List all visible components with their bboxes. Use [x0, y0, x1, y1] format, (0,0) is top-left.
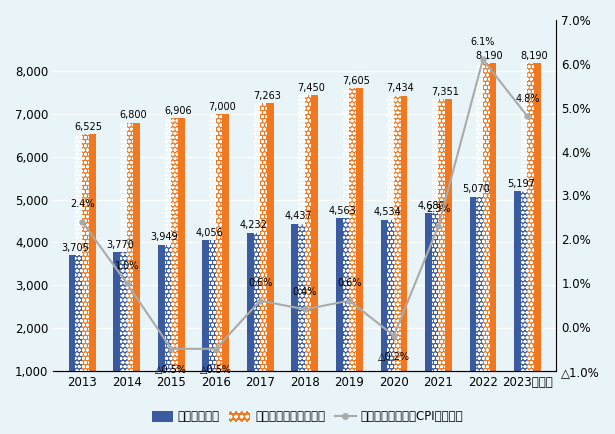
消費者物価指数（CPI、右軸） [167, 346, 175, 352]
Text: 3,770: 3,770 [106, 240, 134, 250]
Bar [521, 63, 534, 414]
消費者物価指数（CPI、右軸） [346, 298, 353, 303]
Legend: 国民の総月給, 国民の大卒者の総月給, 消費者物価指数（CPI、右軸）: 国民の総月給, 国民の大卒者の総月給, 消費者物価指数（CPI、右軸） [147, 406, 468, 428]
Text: 6,525: 6,525 [75, 122, 103, 132]
Line: 消費者物価指数（CPI、右軸）: 消費者物価指数（CPI、右軸） [80, 57, 530, 351]
Text: 6,800: 6,800 [119, 110, 147, 120]
Text: 7,351: 7,351 [431, 87, 459, 97]
Text: 7,450: 7,450 [298, 82, 325, 92]
Bar [202, 240, 216, 414]
消費者物価指数（CPI、右軸） [435, 224, 442, 229]
Text: 2.3%: 2.3% [426, 204, 451, 214]
Bar [432, 99, 445, 414]
Text: 6.1%: 6.1% [470, 37, 495, 47]
消費者物価指数（CPI、右軸） [123, 280, 130, 286]
Bar [394, 95, 407, 414]
Text: 7,605: 7,605 [342, 76, 370, 86]
Bar [349, 88, 363, 414]
Bar [528, 63, 541, 414]
Bar [247, 233, 260, 414]
Bar [425, 214, 438, 414]
Text: 7,000: 7,000 [208, 102, 236, 112]
Bar [343, 88, 356, 414]
Bar [438, 99, 452, 414]
消費者物価指数（CPI、右軸） [479, 57, 486, 62]
Text: 0.6%: 0.6% [337, 278, 362, 288]
Bar [158, 245, 171, 414]
Text: 6,906: 6,906 [164, 106, 192, 116]
Bar [336, 218, 349, 414]
Bar [253, 103, 267, 414]
Text: 4,563: 4,563 [329, 206, 357, 216]
Bar [470, 197, 483, 414]
Text: 4,056: 4,056 [195, 228, 223, 238]
Bar [171, 118, 184, 414]
消費者物価指数（CPI、右軸） [524, 114, 531, 119]
Text: 0.6%: 0.6% [248, 278, 272, 288]
Text: 2.4%: 2.4% [70, 199, 95, 210]
Bar [514, 191, 528, 414]
Bar [127, 123, 140, 414]
Text: 0.4%: 0.4% [293, 287, 317, 297]
Bar [381, 220, 394, 414]
Text: 3,705: 3,705 [62, 243, 89, 253]
消費者物価指数（CPI、右軸） [301, 307, 309, 312]
Bar [209, 114, 223, 414]
Text: △0.5%: △0.5% [200, 365, 232, 375]
Bar [476, 63, 490, 414]
Bar [305, 95, 318, 414]
Bar [298, 95, 311, 414]
Bar [387, 95, 400, 414]
Text: 4,534: 4,534 [373, 207, 401, 217]
Bar [113, 252, 127, 414]
消費者物価指数（CPI、右軸） [79, 219, 86, 224]
Bar [260, 103, 274, 414]
Text: 7,263: 7,263 [253, 91, 281, 101]
Text: 4,680: 4,680 [418, 201, 445, 211]
Text: 4,437: 4,437 [284, 211, 312, 221]
消費者物価指数（CPI、右軸） [390, 333, 397, 338]
Text: 5,197: 5,197 [507, 179, 534, 189]
消費者物価指数（CPI、右軸） [256, 298, 264, 303]
消費者物価指数（CPI、右軸） [212, 346, 220, 352]
Bar [82, 135, 95, 414]
Text: 4.8%: 4.8% [515, 94, 539, 104]
Bar [483, 63, 496, 414]
Bar [292, 224, 305, 414]
Text: 1.0%: 1.0% [114, 261, 139, 271]
Text: 3,949: 3,949 [151, 232, 178, 242]
Bar [165, 118, 178, 414]
Text: 4,232: 4,232 [240, 220, 268, 230]
Text: 5,070: 5,070 [462, 184, 490, 194]
Text: △0.5%: △0.5% [155, 365, 187, 375]
Bar [69, 255, 82, 414]
Text: 7,434: 7,434 [387, 83, 415, 93]
Text: 8,190: 8,190 [476, 51, 504, 61]
Bar [76, 135, 89, 414]
Text: △0.2%: △0.2% [378, 352, 410, 362]
Bar [120, 123, 133, 414]
Text: 8,190: 8,190 [520, 51, 548, 61]
Bar [216, 114, 229, 414]
